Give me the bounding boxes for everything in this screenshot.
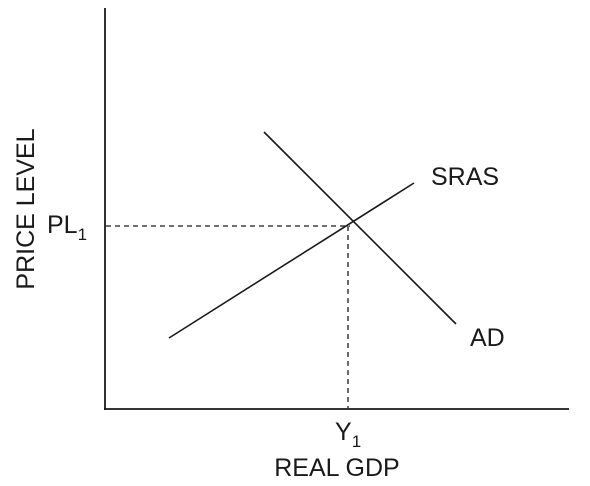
output-marker-subscript: 1 [352,432,361,451]
price-level-marker-base: PL [47,211,78,239]
price-level-marker-subscript: 1 [78,225,87,244]
price-level-marker: PL1 [47,211,87,244]
y-axis-title: PRICE LEVEL [12,128,40,289]
sras-label: SRAS [431,163,499,191]
x-axis-title: REAL GDP [274,454,400,482]
output-marker-base: Y [335,418,352,446]
ad-curve [263,131,457,325]
output-marker: Y1 [335,418,361,451]
ad-label: AD [470,324,505,352]
sras-curve [168,182,415,339]
